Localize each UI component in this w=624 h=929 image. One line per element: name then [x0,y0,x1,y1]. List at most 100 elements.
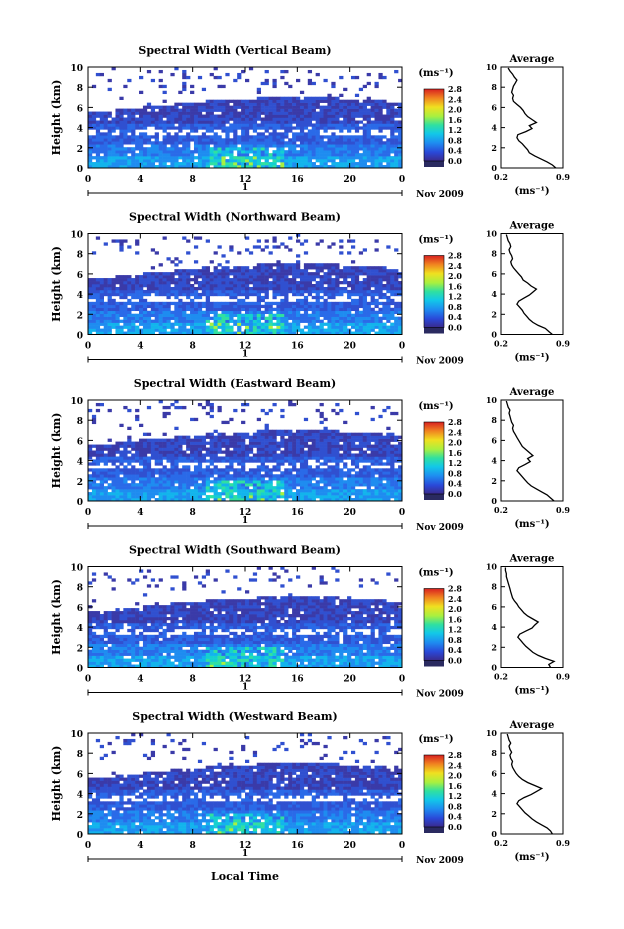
heatmap-cell [115,289,120,294]
heatmap-cell [225,441,230,445]
heatmap-cell [213,132,218,136]
heatmap-cell [256,159,261,163]
heatmap-cell [390,129,395,133]
heatmap-cell [366,453,371,457]
heatmap-cell [186,135,191,139]
heatmap-cell [319,284,324,288]
heatmap-cell [217,292,222,297]
heatmap-cell [319,462,324,466]
heatmap-cell [123,292,128,297]
heatmap-cell [190,159,195,163]
heatmap-cell [186,156,191,160]
heatmap-cell [398,441,403,445]
heatmap-cell [339,272,344,276]
heatmap-cell [237,480,242,484]
heatmap-cell [256,492,261,496]
heatmap-cell [311,307,316,312]
heatmap-cell [362,84,367,89]
heatmap-cell [205,141,210,145]
heatmap-cell [394,286,399,291]
heatmap-cell [190,313,195,317]
heatmap-cell [335,123,340,127]
heatmap-cell [213,272,218,276]
heatmap-cell [256,117,261,121]
heatmap-cell [99,486,104,490]
heatmap-cell [386,272,391,276]
heatmap-cell [256,153,261,157]
heatmap-cell [201,278,207,282]
heatmap-cell [237,468,242,472]
heatmap-cell [252,489,258,493]
heatmap-cell [319,135,324,139]
heatmap-cell [370,450,375,454]
heatmap-cell [350,245,356,249]
heatmap-cell [358,108,364,112]
heatmap-cell [284,289,289,294]
heatmap-cell [260,453,265,457]
heatmap-cell [88,492,93,496]
heatmap-cell [217,456,222,460]
heatmap-cell [366,310,371,315]
heatmap-cell [331,444,336,448]
heatmap-cell [343,111,348,115]
heatmap-cell [347,495,352,499]
heatmap-cell [378,75,383,80]
heatmap-cell [398,123,403,127]
heatmap-cell [366,313,371,317]
heatmap-cell [350,75,356,80]
heatmap-cell [268,444,273,448]
heatmap-cell [276,453,281,457]
heatmap-cell [190,310,195,315]
heatmap-cell [323,483,328,487]
heatmap-cell [103,474,108,478]
heatmap-cell [127,319,132,323]
heatmap-cell [127,159,132,163]
heatmap-cell [347,480,352,484]
heatmap-cell [390,465,395,469]
heatmap-cell [225,117,230,121]
heatmap-cell [276,325,281,329]
heatmap-cell [248,450,254,454]
heatmap-cell [374,316,379,320]
heatmap-cell [237,441,242,445]
heatmap-cell [146,465,152,469]
heatmap-cell [241,435,246,439]
heatmap-cell [390,307,395,312]
heatmap-cell [213,319,218,323]
heatmap-cell [221,331,226,335]
heatmap-cell [150,272,156,276]
heatmap-cell [95,141,101,145]
heatmap-cell [362,313,367,317]
heatmap-cell [162,153,167,157]
heatmap-cell [178,307,183,312]
heatmap-cell [115,459,120,463]
heatmap-cell [358,459,364,463]
heatmap-cell [378,438,383,442]
heatmap-cell [280,162,285,166]
heatmap-cell [382,114,387,118]
heatmap-cell [241,102,246,106]
heatmap-cell [354,275,360,279]
heatmap-cell [358,159,364,163]
heatmap-cell [315,129,320,133]
heatmap-cell [260,441,265,445]
heatmap-cell [292,495,297,499]
heatmap-cell [158,450,163,454]
heatmap-cell [107,278,112,282]
heatmap-cell [311,483,316,487]
heatmap-cell [319,278,324,282]
heatmap-cell [142,132,148,136]
heatmap-cell [229,444,234,448]
heatmap-cell [347,150,352,154]
heatmap-cell [237,495,242,499]
heatmap-cell [115,474,120,478]
profile-y-tick-label: 6 [491,102,497,112]
heatmap-cell [331,480,336,484]
heatmap-cell [103,480,108,484]
heatmap-cell [288,117,293,121]
heatmap-cell [327,441,332,445]
heatmap-cell [327,114,332,118]
heatmap-cell [327,459,332,463]
heatmap-cell [347,159,352,163]
heatmap-cell [362,325,367,329]
